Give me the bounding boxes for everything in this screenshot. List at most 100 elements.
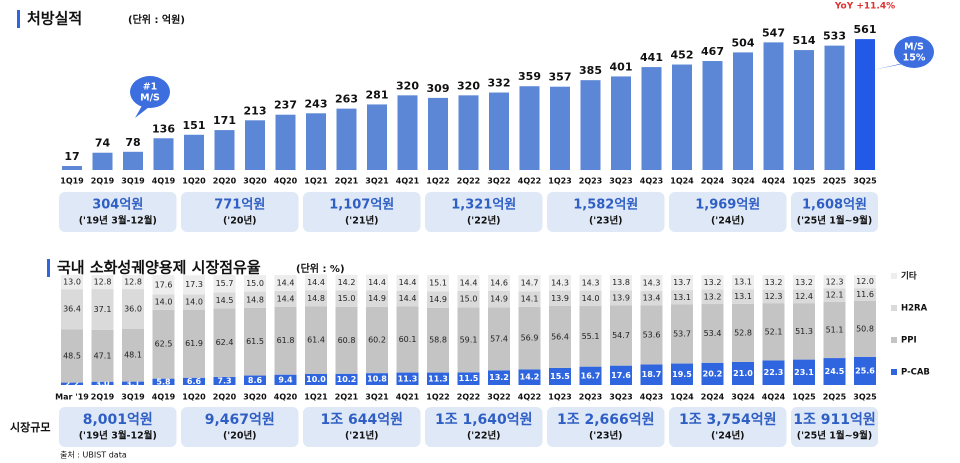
segment-label: 18.7 <box>642 370 662 379</box>
bar-segment <box>854 288 876 301</box>
bar-value-label: 547 <box>762 26 785 39</box>
x-tick-label: 3Q24 <box>731 177 755 186</box>
chart-title: 국내 소화성궤양용제 시장점유율 <box>57 259 261 277</box>
segment-label: 10.8 <box>367 375 387 384</box>
period-label: ('23년) <box>589 430 623 442</box>
segment-label: 56.4 <box>551 332 569 341</box>
bar <box>794 50 814 170</box>
legend-swatch <box>891 305 897 311</box>
legend-label: H2RA <box>901 304 928 314</box>
bar <box>733 52 753 170</box>
segment-label: 13.2 <box>704 292 722 301</box>
bar-segment <box>549 305 571 368</box>
bar-value-label: 151 <box>183 119 206 132</box>
x-tick-label: 2Q20 <box>213 393 237 402</box>
callout-text: M/S <box>140 93 160 104</box>
title-marker <box>17 10 20 28</box>
segment-label: 37.1 <box>94 305 112 314</box>
bar-segment <box>701 362 724 385</box>
legend-swatch <box>891 273 897 279</box>
segment-label: 61.5 <box>246 337 264 346</box>
bar-segment <box>335 274 358 291</box>
bar-segment <box>152 275 175 295</box>
segment-label: 16.7 <box>581 371 601 380</box>
x-tick-label: 3Q19 <box>121 177 145 186</box>
bar-segment <box>122 289 144 329</box>
x-tick-label: 2Q22 <box>457 393 481 402</box>
segment-label: 14.1 <box>521 295 539 304</box>
bar-segment <box>122 275 144 290</box>
period-amount: 1,969억원 <box>695 198 760 213</box>
x-tick-label: 3Q20 <box>243 393 267 402</box>
segment-label: 13.1 <box>734 292 752 301</box>
bar-segment <box>213 308 236 377</box>
segment-label: 14.5 <box>216 296 234 305</box>
bar <box>153 138 174 170</box>
segment-label: 13.2 <box>765 278 783 287</box>
segment-label: 15.5 <box>550 372 570 381</box>
bar-value-label: 320 <box>457 79 480 92</box>
period-box <box>181 192 299 232</box>
bar-segment <box>518 369 541 385</box>
bar-segment <box>244 375 266 385</box>
callout-bubble <box>894 36 934 68</box>
bar-segment <box>183 377 205 385</box>
bar-segment <box>457 307 480 373</box>
bar-segment <box>427 372 449 385</box>
segment-label: 59.1 <box>460 335 478 344</box>
bar-segment <box>640 275 663 291</box>
segment-label: 12.0 <box>856 277 874 286</box>
bar-segment <box>152 378 175 385</box>
x-tick-label: 2Q25 <box>823 177 847 186</box>
bar-value-label: 320 <box>396 79 419 92</box>
bar-segment <box>579 306 602 367</box>
segment-label: 13.2 <box>489 373 509 382</box>
bar-segment <box>823 301 846 359</box>
segment-label: 13.1 <box>673 293 691 302</box>
bar <box>672 64 692 170</box>
segment-label: 13.9 <box>551 294 569 303</box>
x-tick-label: 1Q19 <box>60 177 84 186</box>
bar-segment <box>579 274 602 291</box>
period-amount: 1조 911억원 <box>793 412 875 428</box>
bar <box>367 104 387 170</box>
segment-label: 14.4 <box>307 278 325 287</box>
legend-label: P-CAB <box>901 368 930 378</box>
bar-value-label: 17 <box>64 150 79 163</box>
bar-segment <box>701 275 724 290</box>
bar <box>641 67 662 170</box>
period-amount: 1조 2,666억원 <box>557 412 655 428</box>
bar-segment <box>823 358 846 385</box>
bar-segment <box>274 275 297 291</box>
bar-segment <box>549 367 571 385</box>
bar <box>123 151 143 170</box>
segment-label: 13.9 <box>612 293 630 302</box>
period-box <box>791 407 878 447</box>
source-note: 출처 : UBIST data <box>60 450 127 460</box>
period-amount: 304억원 <box>92 198 143 213</box>
bar-segment <box>701 289 724 305</box>
period-box <box>59 192 177 232</box>
bar-value-label: 171 <box>213 114 236 127</box>
x-tick-label: 4Q20 <box>274 177 298 186</box>
x-tick-label: 1Q25 <box>792 177 816 186</box>
segment-label: 51.1 <box>826 325 844 334</box>
title-marker <box>47 259 50 277</box>
segment-label: 14.9 <box>429 295 447 304</box>
bar-segment <box>610 305 632 366</box>
bar <box>550 86 570 170</box>
segment-label: 14.0 <box>185 297 203 306</box>
bar-segment <box>762 360 785 385</box>
x-tick-label: 3Q21 <box>365 393 389 402</box>
bar-segment <box>762 275 785 290</box>
bar-segment <box>91 381 114 385</box>
bar-segment <box>305 290 327 307</box>
period-amount: 1조 1,640억원 <box>435 412 533 428</box>
segment-label: 48.1 <box>124 351 142 360</box>
bar-segment <box>793 275 815 290</box>
segment-label: 62.4 <box>216 338 234 347</box>
x-tick-label: 4Q19 <box>152 177 176 186</box>
period-label: ('19년 3월-12월) <box>79 215 157 227</box>
x-tick-label: 1Q22 <box>426 177 450 186</box>
segment-label: 17.6 <box>155 280 173 289</box>
